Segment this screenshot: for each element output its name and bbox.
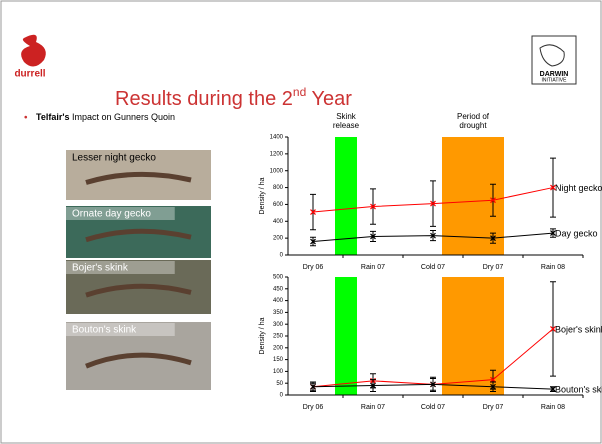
legend-label: Day gecko bbox=[555, 228, 598, 238]
title-end: Year bbox=[306, 88, 352, 110]
x-tick-label: Cold 07 bbox=[421, 264, 445, 271]
y-tick-label: 1000 bbox=[270, 168, 284, 174]
x-tick-label: Dry 06 bbox=[303, 264, 324, 271]
y-tick-label: 300 bbox=[273, 322, 284, 328]
photos: Lesser night gecko Ornate day gecko Bojer'… bbox=[66, 150, 211, 390]
bullet: • bbox=[24, 113, 28, 124]
logo-right-sub: INITIATIVE bbox=[542, 77, 568, 83]
release-band bbox=[335, 277, 357, 395]
bullet-bold: Telfair's bbox=[36, 112, 70, 122]
photo-label: Bouton's skink bbox=[72, 325, 137, 336]
title-main: Results during the 2 bbox=[115, 88, 293, 110]
y-tick-label: 400 bbox=[273, 298, 284, 304]
y-tick-label: 500 bbox=[273, 275, 284, 281]
x-tick-label: Dry 06 bbox=[303, 404, 324, 411]
y-tick-label: 350 bbox=[273, 310, 284, 316]
title-sup: nd bbox=[293, 85, 306, 99]
y-tick-label: 1400 bbox=[270, 135, 284, 141]
x-tick-label: Dry 07 bbox=[483, 404, 504, 411]
annotation: Skink bbox=[336, 112, 357, 121]
bullet-rest: Impact on Gunners Quoin bbox=[70, 112, 176, 122]
annotation: Period of bbox=[457, 112, 490, 121]
photo-label: Lesser night gecko bbox=[72, 153, 156, 164]
annotation: release bbox=[333, 121, 360, 130]
legend-label: Bojer's skink bbox=[555, 324, 602, 334]
legend-label: Bouton's skink bbox=[555, 384, 602, 394]
release-band bbox=[335, 137, 357, 255]
y-tick-label: 50 bbox=[276, 381, 283, 387]
x-tick-label: Rain 07 bbox=[361, 404, 385, 411]
y-tick-label: 800 bbox=[273, 185, 284, 191]
y-tick-label: 250 bbox=[273, 334, 284, 340]
y-tick-label: 400 bbox=[273, 219, 284, 225]
bullet-text: Telfair's Impact on Gunners Quoin bbox=[36, 112, 175, 122]
y-tick-label: 450 bbox=[273, 286, 284, 292]
x-tick-label: Rain 08 bbox=[541, 404, 565, 411]
y-tick-label: 150 bbox=[273, 357, 284, 363]
y-axis-label: Density / ha bbox=[259, 177, 266, 214]
y-axis-label: Density / ha bbox=[259, 317, 266, 354]
y-tick-label: 600 bbox=[273, 202, 284, 208]
logo-left: durrell bbox=[14, 69, 45, 80]
y-tick-label: 200 bbox=[273, 236, 284, 242]
x-tick-label: Cold 07 bbox=[421, 404, 445, 411]
slide: durrell DARWIN INITIATIVE Results during… bbox=[0, 0, 602, 444]
slide-title: Results during the 2nd Year bbox=[115, 85, 352, 110]
y-tick-label: 200 bbox=[273, 345, 284, 351]
x-tick-label: Rain 07 bbox=[361, 264, 385, 271]
legend-label: Night gecko bbox=[555, 183, 602, 193]
photo-label: Bojer's skink bbox=[72, 263, 129, 274]
y-tick-label: 1200 bbox=[270, 151, 284, 157]
photo-label: Ornate day gecko bbox=[72, 209, 151, 220]
x-tick-label: Dry 07 bbox=[483, 264, 504, 271]
x-tick-label: Rain 08 bbox=[541, 264, 565, 271]
y-tick-label: 100 bbox=[273, 369, 284, 375]
annotation: drought bbox=[459, 121, 487, 130]
